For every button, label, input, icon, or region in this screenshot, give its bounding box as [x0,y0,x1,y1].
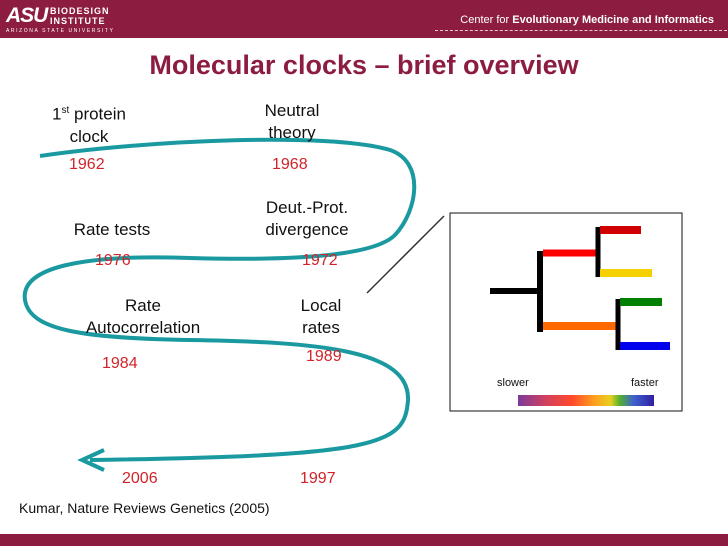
event-neutral-theory-line-1: Neutral [264,101,320,120]
rate-color-bar [518,395,654,406]
event-local-rates-line-1: Local [300,296,342,315]
legend-slower: slower [497,377,529,389]
event-rate-autocorrelation-line-1: Rate [125,296,161,315]
arrow-head [77,448,105,472]
year-1984: 1984 [102,355,138,372]
event-neutral-theory: Neutral theory [242,100,342,144]
center-title: Evolutionary Medicine and Informatics [512,14,714,26]
year-1989: 1989 [306,348,342,365]
pointer-line [366,215,445,294]
event-rate-autocorrelation-line-2: Autocorrelation [85,318,201,337]
timeline-path [22,137,417,462]
phylogenetic-tree [490,226,670,350]
center-prefix: Center for [460,14,510,26]
year-1962: 1962 [69,156,105,173]
citation: Kumar, Nature Reviews Genetics (2005) [19,500,270,516]
footer-bar [0,534,728,546]
event-rate-autocorrelation: Rate Autocorrelation [68,295,218,339]
logo-title-line-1: BIODESIGN [50,6,110,16]
legend-faster: faster [631,377,659,389]
year-1997: 1997 [300,470,336,487]
event-deut-prot-line-2: divergence [265,220,349,239]
event-rate-tests: Rate tests [73,220,151,239]
year-1972: 1972 [302,252,338,269]
page-title: Molecular clocks – brief overview [149,50,579,80]
logo-title: BIODESIGN INSTITUTE [50,6,110,26]
event-local-rates: Local rates [278,295,364,339]
center-name: Center for Evolutionary Medicine and Inf… [460,14,714,26]
event-protein-clock-line-2: clock [69,126,109,146]
logo-subtitle: ARIZONA STATE UNIVERSITY [6,28,115,34]
event-protein-clock-line-1: 1st protein [52,104,126,124]
event-local-rates-line-2: rates [302,318,340,337]
asu-logo: ASU [6,4,48,27]
event-deut-prot-divergence: Deut.-Prot. divergence [248,197,366,241]
event-neutral-theory-line-2: theory [268,123,316,142]
event-protein-clock: 1st protein clock [34,100,144,148]
header-bar: ASU BIODESIGN INSTITUTE ARIZONA STATE UN… [0,0,728,38]
year-1976: 1976 [95,252,131,269]
event-deut-prot-line-1: Deut.-Prot. [265,198,349,217]
header-divider [435,30,727,31]
year-1968: 1968 [272,156,308,173]
tree-inset [449,212,683,412]
logo-title-line-2: INSTITUTE [50,16,106,26]
year-2006: 2006 [122,470,158,487]
